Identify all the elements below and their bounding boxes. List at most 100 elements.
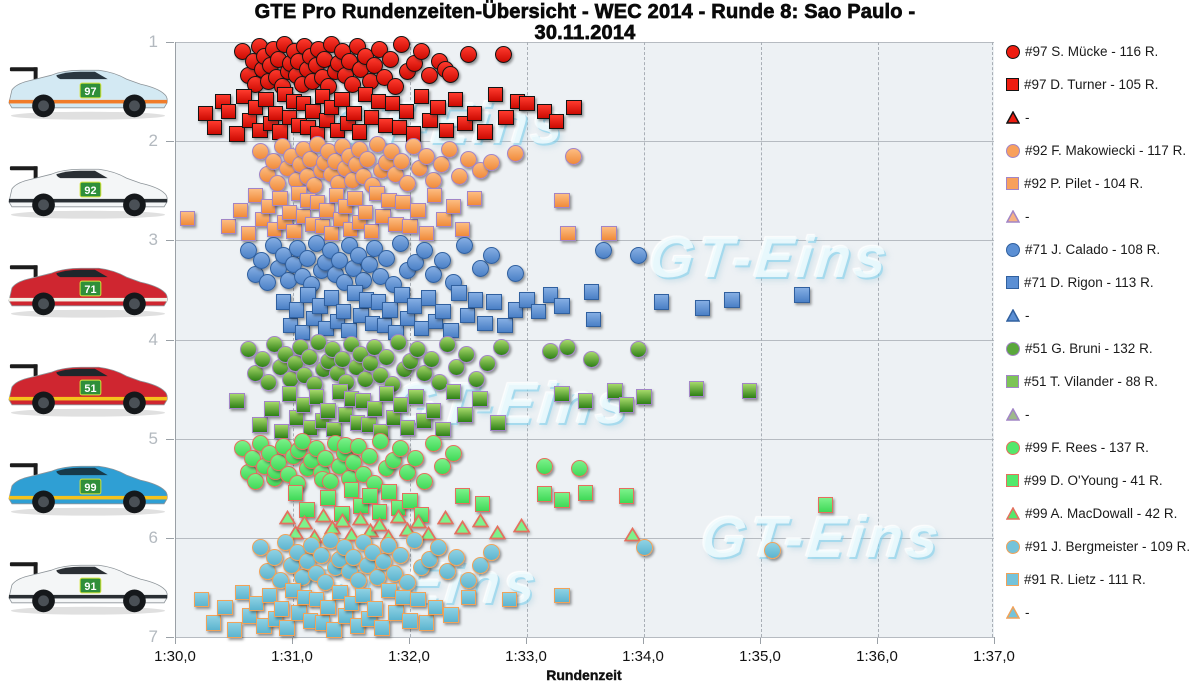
point-makowiecki — [405, 137, 422, 155]
legend-triangle-icon — [1005, 605, 1021, 619]
point-oyoung — [536, 486, 553, 502]
point-turner — [566, 99, 582, 116]
point-macdowall — [453, 519, 472, 535]
y-tick-mark — [166, 339, 174, 341]
point-rees — [392, 440, 410, 458]
point-turner — [519, 95, 535, 112]
point-muecke — [381, 51, 399, 69]
point-rigon — [394, 287, 410, 303]
point-rees — [407, 450, 425, 467]
point-muecke — [387, 78, 405, 96]
point-calado — [252, 251, 270, 269]
point-bergmeister — [448, 549, 466, 567]
point-bruni — [408, 340, 426, 358]
point-vilander — [688, 381, 705, 397]
point-bruni — [478, 354, 496, 372]
legend-label: - — [1025, 605, 1030, 620]
y-tick-label: 1 — [148, 32, 158, 51]
point-calado — [594, 241, 612, 259]
legend-item: #71 D. Rigon - 113 R. — [1006, 275, 1154, 290]
legend-item: #97 S. Mücke - 116 R. — [1006, 44, 1158, 59]
point-lietz — [332, 584, 348, 601]
point-bruni — [415, 364, 433, 382]
gridline-horizontal — [176, 438, 994, 440]
car-image-91: 91 — [4, 555, 172, 619]
point-turner — [548, 113, 564, 130]
point-vilander — [490, 415, 506, 431]
legend-circle-icon — [1006, 44, 1020, 59]
point-oyoung — [454, 488, 471, 504]
point-vilander — [435, 421, 451, 438]
point-calado — [434, 251, 452, 269]
legend-square-icon — [1006, 276, 1019, 289]
point-rees — [399, 463, 417, 481]
point-bergmeister — [392, 547, 410, 565]
point-macdowall — [370, 516, 389, 532]
y-tick-mark — [166, 141, 174, 143]
point-oyoung — [577, 485, 594, 501]
point-vilander — [554, 386, 570, 402]
legend-label: #91 R. Lietz - 111 R. — [1024, 572, 1146, 587]
point-rees — [415, 472, 433, 490]
point-makowiecki — [483, 154, 501, 172]
legend-label: - — [1025, 110, 1030, 125]
point-makowiecki — [460, 150, 477, 168]
point-makowiecki — [441, 140, 459, 158]
point-bergmeister — [421, 551, 439, 569]
point-calado — [240, 241, 258, 259]
point-pilet — [323, 225, 340, 242]
point-lietz — [367, 601, 383, 617]
x-tick-label: 1:33,0 — [505, 648, 547, 665]
point-macdowall — [436, 509, 454, 525]
point-macdowall — [471, 512, 489, 528]
point-vilander — [295, 397, 312, 413]
legend-label: #99 F. Rees - 137 R. — [1025, 440, 1149, 455]
point-rees — [424, 435, 442, 453]
point-turner — [447, 91, 464, 108]
point-lietz — [443, 607, 459, 623]
point-turner — [487, 86, 504, 103]
point-pilet — [272, 190, 288, 207]
point-makowiecki — [305, 177, 323, 195]
point-bruni — [541, 342, 559, 360]
point-rees — [434, 457, 452, 475]
point-bruni — [254, 350, 272, 368]
legend-triangle-icon — [1005, 506, 1021, 520]
legend-label: #71 D. Rigon - 113 R. — [1024, 275, 1154, 290]
svg-text:97: 97 — [84, 86, 96, 98]
point-bruni — [457, 345, 475, 363]
point-rigon — [435, 303, 451, 320]
point-turner — [258, 91, 274, 108]
point-vilander — [607, 383, 623, 399]
point-bruni — [300, 348, 318, 366]
point-turner — [197, 105, 213, 122]
point-oyoung — [320, 490, 336, 506]
point-lietz — [374, 620, 390, 636]
point-calado — [424, 265, 442, 283]
point-vilander — [636, 389, 652, 405]
point-macdowall — [352, 510, 370, 526]
y-tick-mark — [166, 438, 174, 440]
legend-label: - — [1025, 308, 1030, 323]
y-tick-label: 3 — [148, 230, 158, 250]
point-rigon — [519, 292, 535, 308]
point-pilet — [395, 194, 411, 211]
point-macdowall — [389, 508, 408, 524]
point-vilander — [308, 389, 325, 405]
point-bruni — [333, 350, 351, 368]
point-rigon — [300, 287, 316, 303]
chart-title-line1: GTE Pro Rundenzeiten-Übersicht - WEC 201… — [254, 1, 916, 23]
point-lietz — [308, 591, 325, 608]
legend-item: - — [1005, 308, 1030, 323]
point-rees — [536, 457, 554, 475]
point-lietz — [205, 615, 222, 631]
legend-label: #97 S. Mücke - 116 R. — [1025, 44, 1159, 59]
point-pilet — [240, 225, 257, 242]
point-calado — [372, 267, 390, 285]
point-turner — [438, 122, 455, 138]
point-turner — [305, 103, 321, 120]
point-rigon — [507, 302, 524, 318]
point-lietz — [388, 605, 404, 621]
point-bergmeister — [635, 539, 653, 557]
car-image-71: 71 — [4, 258, 172, 322]
